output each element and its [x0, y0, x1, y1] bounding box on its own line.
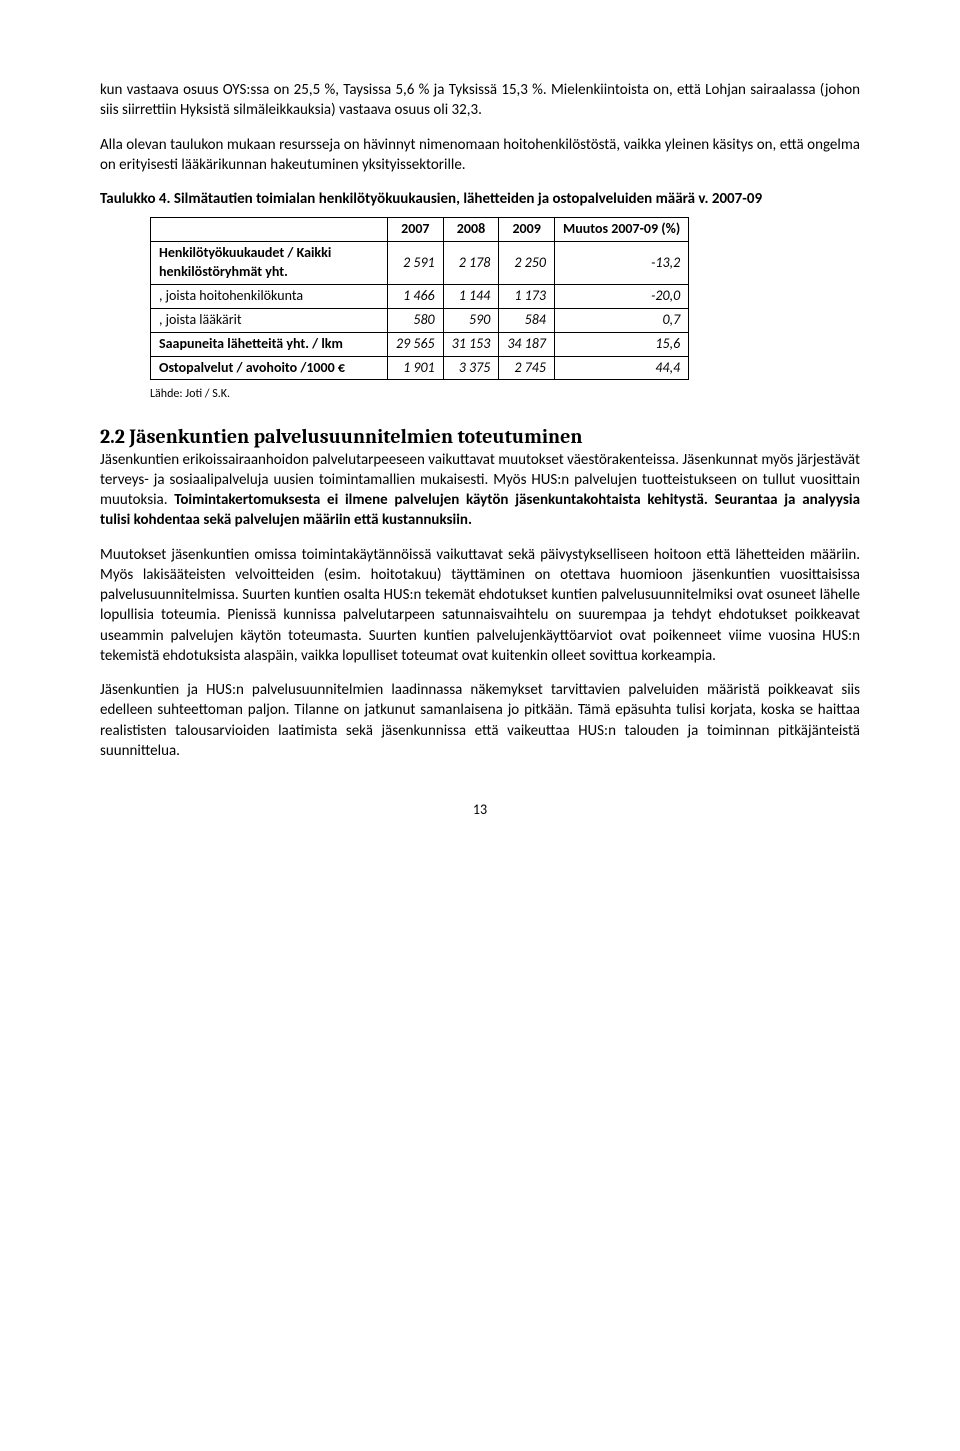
table-cell: 34 187: [499, 332, 555, 356]
table-cell: -20,0: [554, 284, 688, 308]
table-cell: -13,2: [554, 242, 688, 285]
table-source: Lähde: Joti / S.K.: [150, 386, 860, 402]
data-table: 2007 2008 2009 Muutos 2007-09 (%) Henkil…: [150, 217, 689, 380]
table-cell: 2 591: [388, 242, 444, 285]
table-row: Ostopalvelut / avohoito /1000 € 1 901 3 …: [151, 356, 689, 380]
table-cell: 2 178: [443, 242, 499, 285]
table-cell: 29 565: [388, 332, 444, 356]
table-cell: 3 375: [443, 356, 499, 380]
table-row: Saapuneita lähetteitä yht. / lkm 29 565 …: [151, 332, 689, 356]
table-cell: 1 901: [388, 356, 444, 380]
table-header-row: 2007 2008 2009 Muutos 2007-09 (%): [151, 218, 689, 242]
table-cell: 2 745: [499, 356, 555, 380]
table-cell: 44,4: [554, 356, 688, 380]
table-cell: Ostopalvelut / avohoito /1000 €: [151, 356, 388, 380]
table-cell: 590: [443, 308, 499, 332]
section-paragraph-1: Jäsenkuntien erikoissairaanhoidon palvel…: [100, 450, 860, 531]
table-header: 2008: [443, 218, 499, 242]
table-row: Henkilötyökuukaudet / Kaikki henkilöstör…: [151, 242, 689, 285]
section-heading: 2.2 Jäsenkuntien palvelusuunnitelmien to…: [100, 423, 860, 450]
table-cell: 0,7: [554, 308, 688, 332]
table-cell: , joista lääkärit: [151, 308, 388, 332]
table-header: 2009: [499, 218, 555, 242]
table-cell: Henkilötyökuukaudet / Kaikki henkilöstör…: [151, 242, 388, 285]
table-cell: 1 173: [499, 284, 555, 308]
table-cell: 31 153: [443, 332, 499, 356]
page-number: 13: [100, 801, 860, 820]
table-cell: 580: [388, 308, 444, 332]
table-cell: Saapuneita lähetteitä yht. / lkm: [151, 332, 388, 356]
table-caption: Taulukko 4. Silmätautien toimialan henki…: [100, 189, 860, 209]
table-cell: 584: [499, 308, 555, 332]
table-header: 2007: [388, 218, 444, 242]
section-paragraph-3: Jäsenkuntien ja HUS:n palvelusuunnitelmi…: [100, 680, 860, 761]
table-cell: 1 144: [443, 284, 499, 308]
table-cell: , joista hoitohenkilökunta: [151, 284, 388, 308]
table-header: [151, 218, 388, 242]
table-row: , joista lääkärit 580 590 584 0,7: [151, 308, 689, 332]
table-header: Muutos 2007-09 (%): [554, 218, 688, 242]
intro-paragraph-1: kun vastaava osuus OYS:ssa on 25,5 %, Ta…: [100, 80, 860, 121]
table-cell: 2 250: [499, 242, 555, 285]
table-cell: 15,6: [554, 332, 688, 356]
table-row: , joista hoitohenkilökunta 1 466 1 144 1…: [151, 284, 689, 308]
intro-paragraph-2: Alla olevan taulukon mukaan resursseja o…: [100, 135, 860, 176]
table-cell: 1 466: [388, 284, 444, 308]
text-span-bold: Toimintakertomuksesta ei ilmene palveluj…: [100, 491, 860, 529]
section-paragraph-2: Muutokset jäsenkuntien omissa toimintakä…: [100, 545, 860, 667]
